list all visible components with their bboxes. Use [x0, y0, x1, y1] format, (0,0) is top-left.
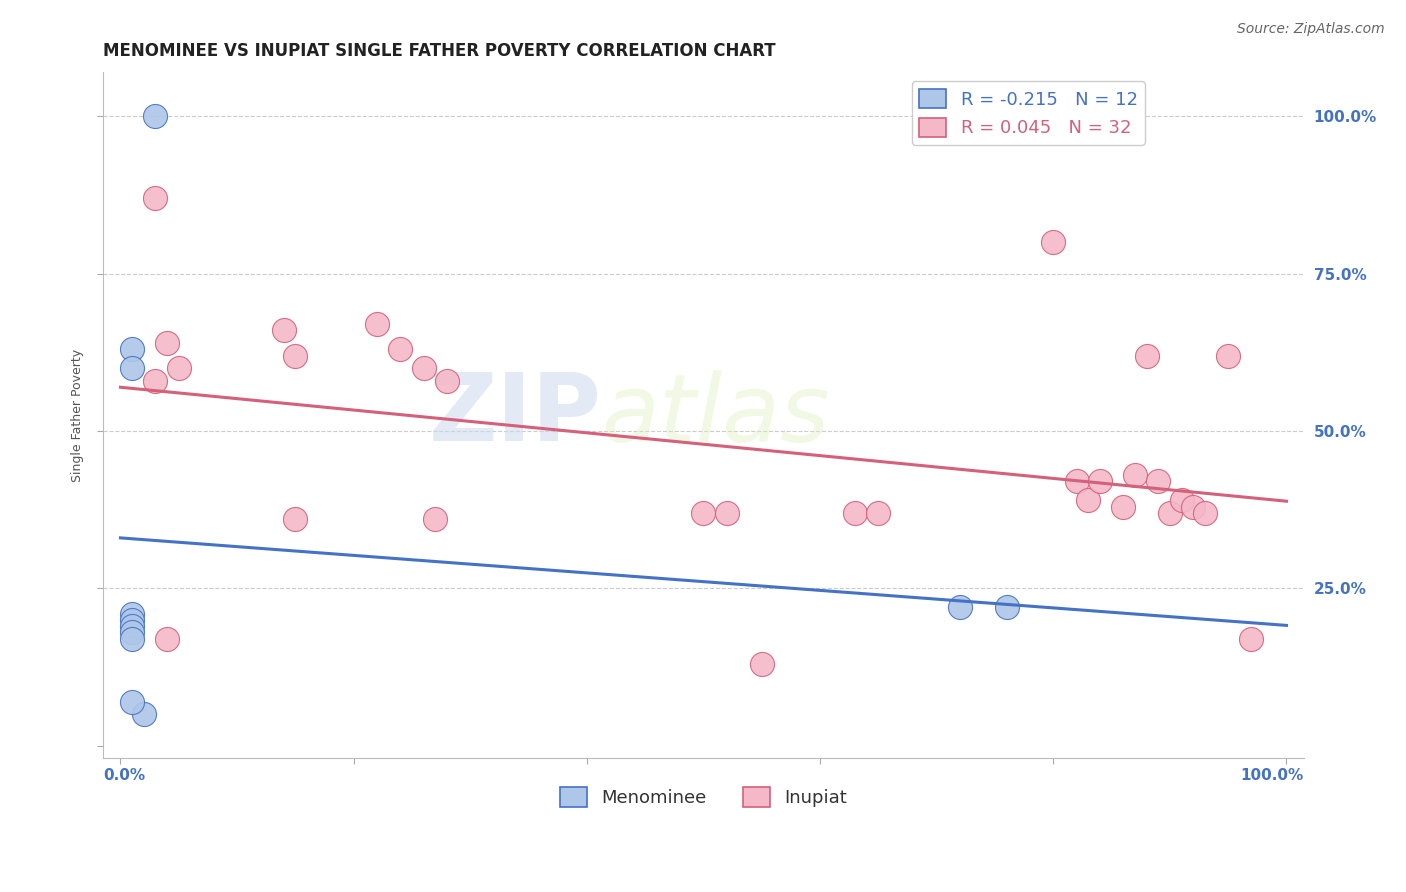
- Point: [1240, 632, 1263, 646]
- Point: [121, 695, 143, 709]
- Point: [1218, 349, 1240, 363]
- Point: [436, 374, 458, 388]
- Point: [412, 361, 434, 376]
- Point: [425, 512, 447, 526]
- Point: [751, 657, 773, 671]
- Legend: Menominee, Inupiat: Menominee, Inupiat: [553, 780, 855, 814]
- Point: [692, 506, 714, 520]
- Point: [121, 619, 143, 633]
- Text: 100.0%: 100.0%: [1240, 768, 1303, 783]
- Point: [1088, 475, 1111, 489]
- Point: [156, 336, 179, 351]
- Point: [121, 607, 143, 621]
- Point: [1042, 235, 1064, 250]
- Point: [868, 506, 890, 520]
- Point: [844, 506, 866, 520]
- Point: [121, 361, 143, 376]
- Point: [156, 632, 179, 646]
- Point: [389, 343, 412, 357]
- Point: [995, 600, 1018, 615]
- Point: [132, 707, 155, 722]
- Point: [1170, 493, 1192, 508]
- Point: [145, 374, 167, 388]
- Point: [273, 323, 295, 337]
- Y-axis label: Single Father Poverty: Single Father Poverty: [72, 349, 84, 482]
- Point: [284, 512, 307, 526]
- Point: [145, 110, 167, 124]
- Point: [1159, 506, 1181, 520]
- Point: [167, 361, 190, 376]
- Point: [1147, 475, 1170, 489]
- Point: [1077, 493, 1099, 508]
- Point: [284, 349, 307, 363]
- Point: [949, 600, 972, 615]
- Point: [366, 317, 388, 331]
- Point: [1194, 506, 1216, 520]
- Point: [1182, 500, 1205, 514]
- Point: [145, 191, 167, 205]
- Point: [1112, 500, 1135, 514]
- Point: [1135, 349, 1157, 363]
- Point: [716, 506, 738, 520]
- Text: Source: ZipAtlas.com: Source: ZipAtlas.com: [1237, 22, 1385, 37]
- Point: [121, 343, 143, 357]
- Point: [121, 613, 143, 627]
- Point: [121, 625, 143, 640]
- Point: [1066, 475, 1088, 489]
- Text: MENOMINEE VS INUPIAT SINGLE FATHER POVERTY CORRELATION CHART: MENOMINEE VS INUPIAT SINGLE FATHER POVER…: [103, 42, 776, 60]
- Point: [121, 632, 143, 646]
- Text: ZIP: ZIP: [429, 369, 602, 461]
- Point: [1123, 468, 1146, 483]
- Text: atlas: atlas: [602, 370, 830, 461]
- Text: 0.0%: 0.0%: [103, 768, 145, 783]
